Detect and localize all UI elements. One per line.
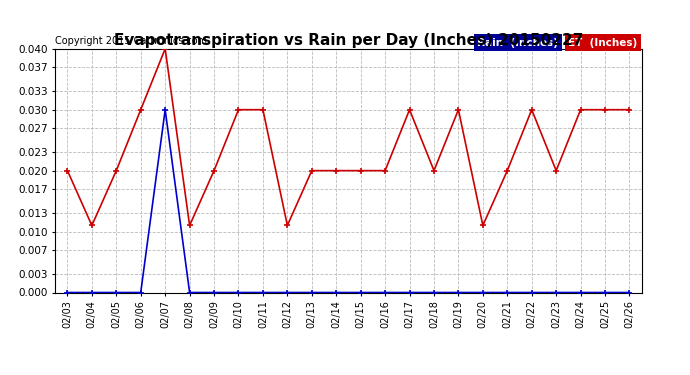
Text: ET  (Inches): ET (Inches) bbox=[569, 38, 638, 48]
Text: Rain  (Inches): Rain (Inches) bbox=[477, 38, 558, 48]
Text: Copyright 2015 Cartronics.com: Copyright 2015 Cartronics.com bbox=[55, 36, 207, 46]
Title: Evapotranspiration vs Rain per Day (Inches) 20150227: Evapotranspiration vs Rain per Day (Inch… bbox=[114, 33, 583, 48]
